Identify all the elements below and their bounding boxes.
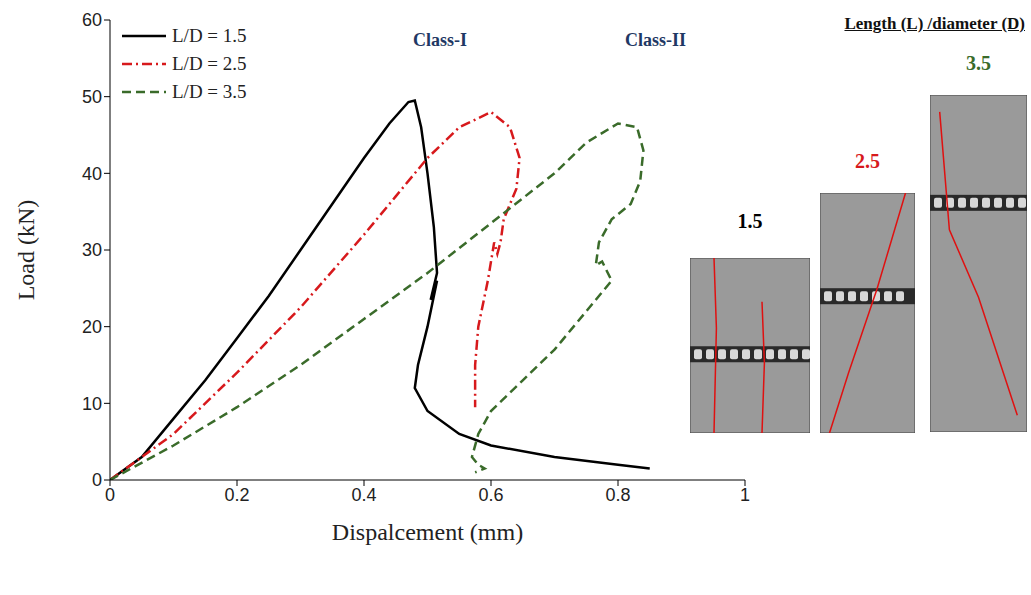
svg-text:0.6: 0.6 [478, 485, 503, 505]
svg-text:0: 0 [105, 485, 115, 505]
svg-text:1: 1 [740, 485, 750, 505]
svg-text:60: 60 [82, 10, 102, 30]
svg-text:30: 30 [82, 240, 102, 260]
svg-text:50: 50 [82, 87, 102, 107]
html-text:L/D = 2.5: L/D = 2.5 [172, 53, 247, 74]
svg-text:40: 40 [82, 164, 102, 184]
html-text:Class-I: Class-I [413, 30, 467, 50]
svg-text:10: 10 [82, 394, 102, 414]
html-text:3.5: 3.5 [966, 52, 991, 74]
svg-text:0.8: 0.8 [605, 485, 630, 505]
svg-text:Load (kN): Load (kN) [13, 200, 39, 301]
html-text:Length (L) /diameter (D): Length (L) /diameter (D) [844, 14, 1025, 33]
html-text:Class-II: Class-II [625, 30, 686, 50]
svg-text:0.2: 0.2 [224, 485, 249, 505]
html-text:L/D = 1.5: L/D = 1.5 [172, 25, 247, 46]
html-text:L/D = 3.5: L/D = 3.5 [172, 81, 247, 102]
html-text:1.5: 1.5 [737, 210, 763, 232]
svg-text:Dispalcement (mm): Dispalcement (mm) [332, 519, 523, 545]
svg-text:0.4: 0.4 [351, 485, 376, 505]
html-text:2.5: 2.5 [855, 150, 880, 172]
svg-text:20: 20 [82, 317, 102, 337]
svg-text:0: 0 [92, 470, 102, 490]
